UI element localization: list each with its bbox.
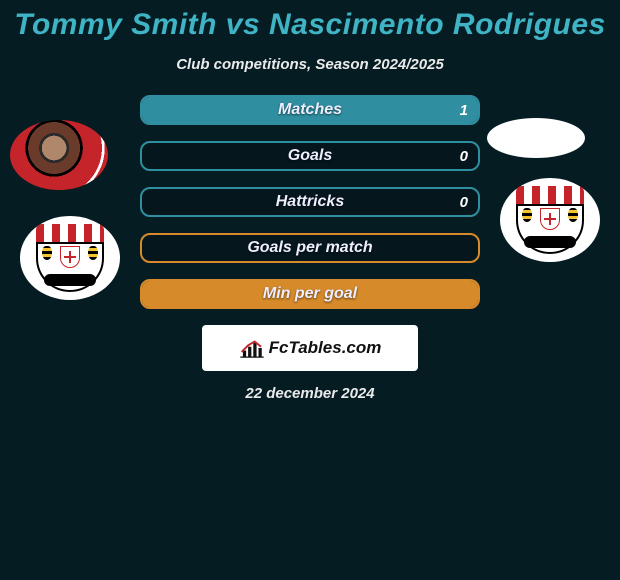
stat-value-right: 0	[460, 189, 468, 215]
stat-label: Min per goal	[142, 281, 478, 307]
stat-bars: Matches1Goals0Hattricks0Goals per matchM…	[140, 95, 480, 309]
stat-label: Hattricks	[142, 189, 478, 215]
stat-bar: Goals per match	[140, 233, 480, 263]
chart-icon	[239, 337, 265, 359]
watermark-text: FcTables.com	[269, 338, 382, 358]
stat-label: Goals per match	[142, 235, 478, 261]
player1-avatar	[10, 120, 108, 190]
player2-avatar	[487, 118, 585, 158]
player1-club-crest	[20, 216, 120, 300]
subtitle: Club competitions, Season 2024/2025	[0, 56, 620, 73]
page-title: Tommy Smith vs Nascimento Rodrigues	[0, 0, 620, 42]
stat-bar: Goals0	[140, 141, 480, 171]
watermark: FcTables.com	[202, 325, 418, 371]
stat-value-right: 0	[460, 143, 468, 169]
stat-label: Matches	[142, 97, 478, 123]
stat-value-right: 1	[460, 97, 468, 123]
player2-club-crest	[500, 178, 600, 262]
date: 22 december 2024	[0, 385, 620, 402]
stat-label: Goals	[142, 143, 478, 169]
stat-bar: Matches1	[140, 95, 480, 125]
stat-bar: Hattricks0	[140, 187, 480, 217]
stat-bar: Min per goal	[140, 279, 480, 309]
